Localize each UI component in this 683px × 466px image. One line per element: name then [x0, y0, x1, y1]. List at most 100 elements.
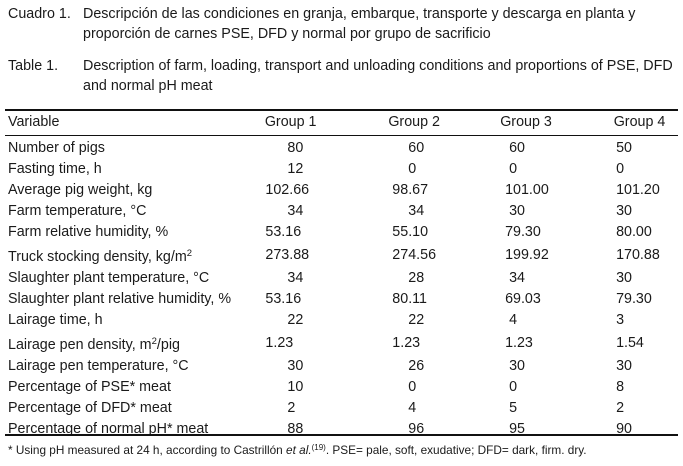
- cell-group-1: 12: [287, 161, 304, 177]
- cell-group-3: 0: [509, 379, 518, 395]
- header-row: Variable Group 1 Group 2 Group 3 Group 4: [8, 112, 683, 133]
- caption-label: Cuadro 1.: [8, 6, 71, 22]
- row-label-text: Average pig weight, kg: [8, 182, 153, 198]
- cell-group-3: 34: [509, 270, 525, 286]
- row-label-text: Truck stocking density, kg/m: [8, 249, 187, 265]
- table-top-rule: [5, 109, 678, 111]
- cell-group-4: 0: [616, 161, 625, 177]
- footnote-italic: et al.: [286, 443, 312, 457]
- table-row: Truck stocking density, kg/m2 273.88 274.5…: [8, 243, 683, 268]
- row-label-superscript: 2: [151, 336, 157, 347]
- table-row: Farm temperature, °C 34 34 30 30: [8, 201, 683, 222]
- cell-group-1: 53.16: [265, 291, 302, 307]
- cell-group-3: 101.00: [505, 182, 549, 198]
- cell-group-1: 80: [287, 140, 304, 156]
- cell-group-2: 0: [408, 161, 417, 177]
- cell-group-2: 0: [408, 379, 417, 395]
- cell-group-1: 34: [287, 203, 304, 219]
- row-label: Lairage time, h: [8, 310, 265, 331]
- row-label-text: Percentage of PSE* meat: [8, 379, 171, 395]
- table-row: Slaughter plant relative humidity, % 53.1…: [8, 289, 683, 310]
- cell-group-1: 88: [287, 421, 304, 437]
- table-row: Average pig weight, kg 102.66 98.67 101.00 1…: [8, 180, 683, 201]
- cell-group-2: 1.23: [392, 335, 421, 351]
- cell-group-1: 53.16: [265, 224, 302, 240]
- cell-group-3: 30: [509, 358, 525, 374]
- cell-group-2: 80.11: [392, 291, 428, 307]
- table-bottom-rule: [5, 434, 678, 436]
- caption-spanish: Cuadro 1. Descripción de las condiciones …: [8, 4, 635, 44]
- table-row: Fasting time, h 12 0 0 0: [8, 159, 683, 180]
- cell-group-3: 199.92: [505, 247, 549, 263]
- table-row: Percentage of PSE* meat 10 0 0 8: [8, 377, 683, 398]
- table-row: Lairage time, h 22 22 4 3: [8, 310, 683, 331]
- cell-group-1: 30: [287, 358, 304, 374]
- cell-group-3: 4: [509, 312, 518, 328]
- row-label: Farm relative humidity, %: [8, 222, 265, 243]
- cell-group-3: 79.30: [505, 224, 541, 240]
- cell-group-2: 60: [408, 140, 425, 156]
- caption-line: and normal pH meat: [83, 78, 213, 94]
- table-row: Percentage of normal pH* meat 88 96 95 90: [8, 419, 683, 440]
- footnote-reference: (19): [311, 443, 326, 452]
- cell-group-2: 34: [408, 203, 425, 219]
- table-row: Lairage pen density, m2/pig 1.23 1.23 1.23 1…: [8, 331, 683, 356]
- table-row: Lairage pen temperature, °C 30 26 30 30: [8, 356, 683, 377]
- row-label: Farm temperature, °C: [8, 201, 265, 222]
- table-header: Variable Group 1 Group 2 Group 3 Group 4: [8, 112, 683, 133]
- cell-group-3: 0: [509, 161, 518, 177]
- cell-group-3: 69.03: [505, 291, 541, 307]
- caption-english: Table 1. Description of farm, loading, tr…: [8, 56, 673, 96]
- cell-group-1: 102.66: [265, 182, 310, 198]
- table-row: Number of pigs 80 60 60 50: [8, 138, 683, 159]
- row-label-text: Lairage pen temperature, °C: [8, 358, 189, 374]
- caption-line: Description of farm, loading, transport …: [83, 58, 673, 74]
- cell-group-4: 2: [616, 400, 625, 416]
- table-footnote: * Using pH measured at 24 h, according t…: [8, 440, 587, 458]
- header-rule: [5, 135, 678, 136]
- caption-line: proporción de carnes PSE, DFD y normal p…: [83, 26, 491, 42]
- row-label: Number of pigs: [8, 138, 265, 159]
- footnote-text-end: . PSE= pale, soft, exudative; DFD= dark,…: [325, 443, 587, 457]
- row-label-suffix: /pig: [156, 337, 180, 353]
- cell-group-3: 1.23: [505, 335, 533, 351]
- cell-group-4: 170.88: [616, 247, 660, 263]
- cell-group-1: 1.23: [265, 335, 294, 351]
- cell-group-2: 4: [408, 400, 417, 416]
- cell-group-2: 98.67: [392, 182, 429, 198]
- cell-group-2: 28: [408, 270, 425, 286]
- row-label: Lairage pen density, m2/pig: [8, 331, 265, 356]
- cell-group-2: 55.10: [392, 224, 429, 240]
- cell-group-3: 95: [509, 421, 525, 437]
- row-label: Percentage of PSE* meat: [8, 377, 265, 398]
- row-label-superscript: 2: [186, 248, 193, 259]
- row-label-text: Farm relative humidity, %: [8, 224, 169, 240]
- row-label: Truck stocking density, kg/m2: [8, 243, 265, 268]
- row-label-text: Farm temperature, °C: [8, 203, 147, 219]
- caption-line: Descripción de las condiciones en granja…: [83, 6, 636, 22]
- row-label-text: Percentage of DFD* meat: [8, 400, 172, 416]
- cell-group-4: 8: [616, 379, 625, 395]
- footnote-text: * Using pH measured at 24 h, according t…: [8, 443, 287, 457]
- cell-group-3: 30: [509, 203, 525, 219]
- row-label-text: Slaughter plant relative humidity, %: [8, 291, 232, 307]
- row-label-text: Lairage time, h: [8, 312, 103, 328]
- row-label-text: Lairage pen density, m: [8, 337, 152, 353]
- cell-group-4: 1.54: [616, 335, 644, 351]
- caption-label: Table 1.: [8, 58, 59, 74]
- row-label-text: Number of pigs: [8, 140, 105, 156]
- cell-group-4: 101.20: [616, 182, 660, 198]
- cell-group-4: 79.30: [616, 291, 652, 307]
- cell-group-2: 96: [408, 421, 425, 437]
- header-cell-group-2: Group 2: [388, 114, 440, 130]
- row-label: Fasting time, h: [8, 159, 265, 180]
- table-row: Farm relative humidity, % 53.16 55.10 79.30…: [8, 222, 683, 243]
- row-label: Percentage of DFD* meat: [8, 398, 265, 419]
- data-table: Number of pigs 80 60 60 50 Fasting time, h 12 0…: [8, 138, 683, 440]
- cell-group-4: 90: [616, 421, 632, 437]
- header-cell-group-3: Group 3: [500, 114, 552, 130]
- table-row: Slaughter plant temperature, °C 34 28 34 30: [8, 268, 683, 289]
- cell-group-1: 22: [287, 312, 304, 328]
- cell-group-1: 273.88: [265, 247, 310, 263]
- cell-group-1: 2: [287, 400, 296, 416]
